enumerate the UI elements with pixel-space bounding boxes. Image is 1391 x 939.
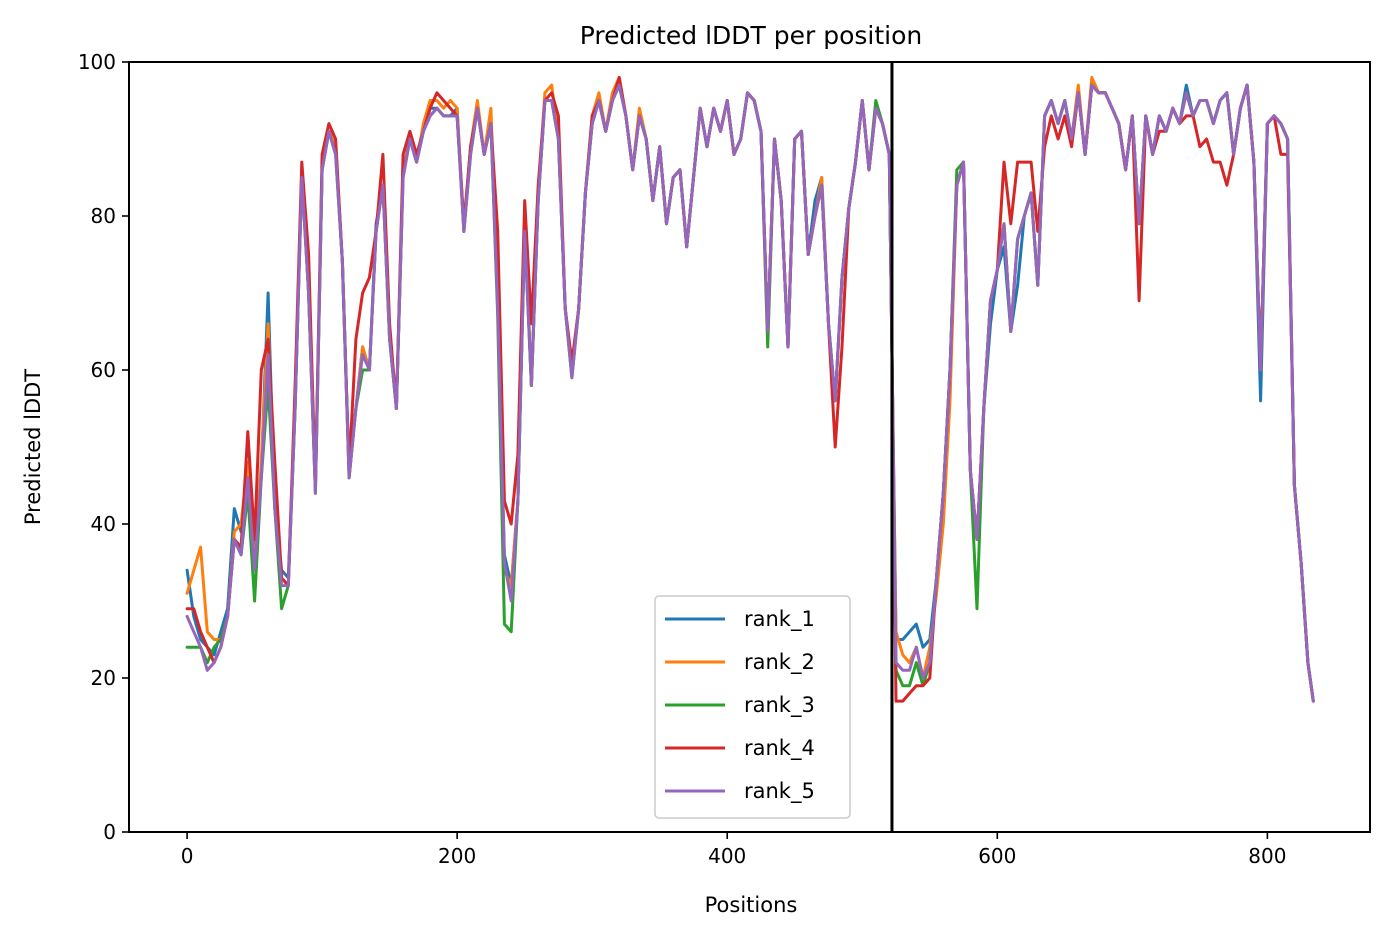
- legend-label: rank_1: [744, 607, 815, 632]
- y-axis-label: Predicted lDDT: [21, 369, 45, 525]
- y-axis-ticks: 0 20 40 60 80 100: [78, 50, 129, 844]
- legend-label: rank_3: [744, 693, 815, 718]
- x-tick-label: 400: [708, 844, 746, 868]
- chart-title: Predicted lDDT per position: [580, 21, 922, 50]
- legend-label: rank_2: [744, 650, 815, 675]
- plot-frame: [128, 61, 1371, 833]
- legend-label: rank_4: [744, 736, 815, 761]
- x-tick-label: 200: [438, 844, 476, 868]
- y-tick-label: 0: [103, 820, 116, 844]
- y-tick-label: 100: [78, 50, 116, 74]
- series-line-rank_5: [185, 83, 1315, 703]
- x-tick-label: 600: [978, 844, 1016, 868]
- x-axis-label: Positions: [705, 893, 798, 917]
- x-tick-label: 800: [1248, 844, 1286, 868]
- legend-label: rank_5: [744, 779, 815, 804]
- y-tick-label: 40: [91, 512, 116, 536]
- y-tick-label: 20: [91, 666, 116, 690]
- legend-box: [654, 595, 851, 819]
- series-lines: [185, 75, 1315, 703]
- legend: rank_1 rank_2 rank_3 rank_4 rank_5: [654, 595, 851, 819]
- x-axis-ticks: 0 200 400 600 800: [181, 832, 1286, 868]
- y-tick-label: 60: [91, 358, 116, 382]
- y-tick-label: 80: [91, 204, 116, 228]
- x-tick-label: 0: [181, 844, 194, 868]
